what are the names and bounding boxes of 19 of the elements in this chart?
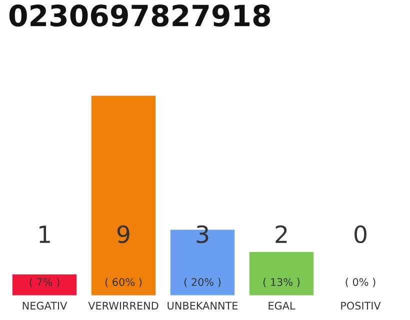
x-tick-label: NEGATIV (22, 302, 68, 310)
data-label: 9 (117, 225, 130, 244)
annotation: ( 0% ) (346, 278, 376, 288)
x-tick-label: UNBEKANNTE (168, 302, 238, 310)
annotation: ( 7% ) (30, 278, 60, 288)
chart-title: 0230697827918 (9, 4, 270, 27)
data-label: 2 (276, 225, 287, 243)
bar (11, 272, 78, 296)
annotation: ( 20% ) (184, 278, 221, 288)
x-tick-label: VERWIRREND (88, 302, 158, 310)
bar (248, 250, 315, 296)
x-tick-label: EGAL (268, 302, 296, 310)
annotation: ( 60% ) (105, 278, 142, 288)
bar (90, 95, 157, 296)
data-label: 0 (354, 225, 366, 244)
x-tick-label: POSITIV (341, 302, 381, 310)
data-label: 3 (196, 225, 208, 244)
annotation: ( 13% ) (263, 278, 300, 288)
data-label: 1 (40, 226, 50, 243)
